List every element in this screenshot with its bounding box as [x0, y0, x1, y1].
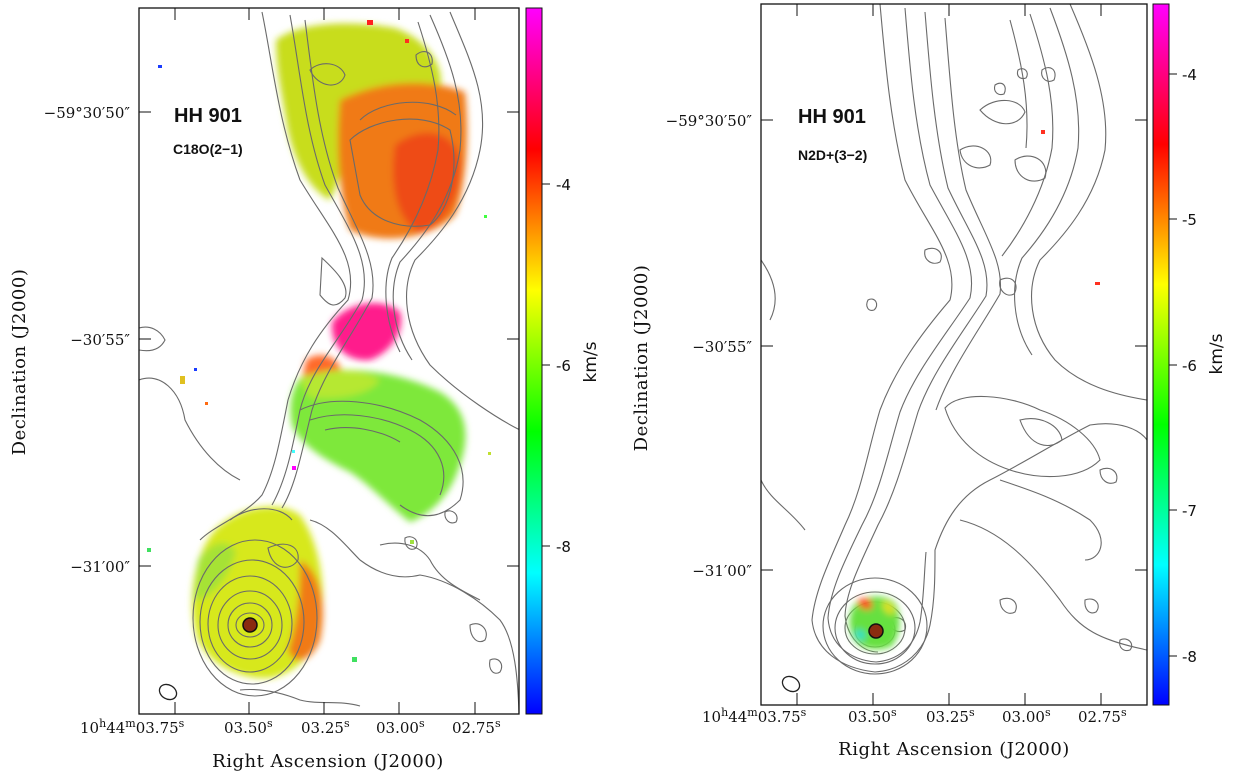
right-colorbar-tick-label: -8	[1182, 648, 1197, 666]
right-contour-map	[761, 4, 1147, 693]
left-middle-lobe-north	[300, 369, 380, 399]
left-y-axis-title: Declination (J2000)	[9, 269, 30, 456]
right-tip-emission-cyan	[855, 629, 866, 640]
left-axis-ticks	[139, 8, 519, 714]
left-x-axis-title: Right Ascension (J2000)	[212, 751, 444, 772]
right-tip-emission-red	[858, 598, 873, 610]
right-x-tick-label: 03.00s	[1002, 706, 1051, 726]
right-x-tick-label: 02.75s	[1078, 706, 1127, 726]
left-panel: HH 901 C18O(2−1) −59°30′50″ −30′55″ −31′…	[9, 7, 601, 772]
right-y-tick-label: −31′00″	[692, 562, 752, 580]
left-x-tick-label: 03.25s	[301, 717, 350, 737]
left-panel-subtitle: C18O(2−1)	[173, 141, 243, 157]
left-x-tick-label: 03.00s	[376, 717, 425, 737]
right-colorbar-tick-label: -6	[1182, 357, 1197, 375]
right-y-tick-label: −30′55″	[692, 338, 752, 356]
left-x-tick-label-first: 10h44m03.75s	[80, 717, 185, 737]
left-plot-frame	[138, 7, 520, 715]
left-y-tick-label: −31′00″	[70, 558, 130, 576]
left-x-tick-label: 02.75s	[452, 717, 501, 737]
right-source-marker	[868, 623, 884, 639]
right-y-tick-label: −59°30′50″	[666, 112, 753, 130]
right-x-tick-label: 03.50s	[848, 706, 897, 726]
right-tip-emission-yellow	[882, 601, 895, 615]
right-velocity-map	[849, 596, 900, 650]
right-y-axis-title: Declination (J2000)	[631, 265, 652, 452]
left-north-lobe-west	[276, 23, 441, 200]
left-beam-ellipse	[158, 683, 178, 701]
right-x-tick-label: 03.25s	[926, 706, 975, 726]
left-y-tick-label: −30′55″	[70, 331, 130, 349]
left-x-tick-label: 03.50s	[224, 717, 273, 737]
right-colorbar-unit: km/s	[1207, 333, 1227, 374]
right-colorbar-tick-label: -4	[1182, 66, 1197, 84]
right-plot-frame	[760, 3, 1148, 706]
left-north-lobe-core	[392, 133, 461, 232]
left-colorbar-tick-label: -6	[556, 357, 571, 375]
left-panel-title: HH 901	[174, 105, 242, 127]
left-contours	[139, 11, 519, 714]
left-colorbar	[525, 7, 543, 715]
left-south-lobe-green-edge	[194, 542, 236, 600]
right-panel: HH 901 N2D+(3−2) −59°30′50″ −30′55″ −31′…	[631, 3, 1227, 760]
right-panel-title: HH 901	[798, 106, 866, 128]
right-panel-subtitle: N2D+(3−2)	[798, 147, 867, 163]
right-beam-ellipse	[781, 675, 801, 693]
right-x-tick-label-first: 10h44m03.75s	[702, 706, 807, 726]
left-colorbar-ticks	[542, 183, 550, 547]
left-specks	[147, 20, 491, 662]
right-colorbar-tick-label: -5	[1182, 211, 1197, 229]
right-tip-emission	[849, 596, 900, 650]
left-velocity-map	[139, 11, 519, 714]
right-x-axis-title: Right Ascension (J2000)	[838, 739, 1070, 760]
right-axis-ticks	[761, 4, 1147, 705]
left-colorbar-tick-label: -4	[556, 176, 571, 194]
right-colorbar	[1152, 3, 1170, 706]
left-colorbar-unit: km/s	[581, 341, 601, 382]
left-source-marker	[242, 617, 258, 633]
right-colorbar-tick-label: -7	[1182, 502, 1197, 520]
right-colorbar-ticks	[1169, 73, 1177, 657]
left-south-lobe-east-rim	[288, 560, 323, 661]
left-y-tick-label: −59°30′50″	[44, 104, 131, 122]
right-specks	[1041, 130, 1100, 285]
left-waist	[331, 303, 402, 361]
right-contours	[761, 4, 1147, 675]
left-middle-lobe	[290, 370, 466, 522]
left-colorbar-tick-label: -8	[556, 538, 571, 556]
